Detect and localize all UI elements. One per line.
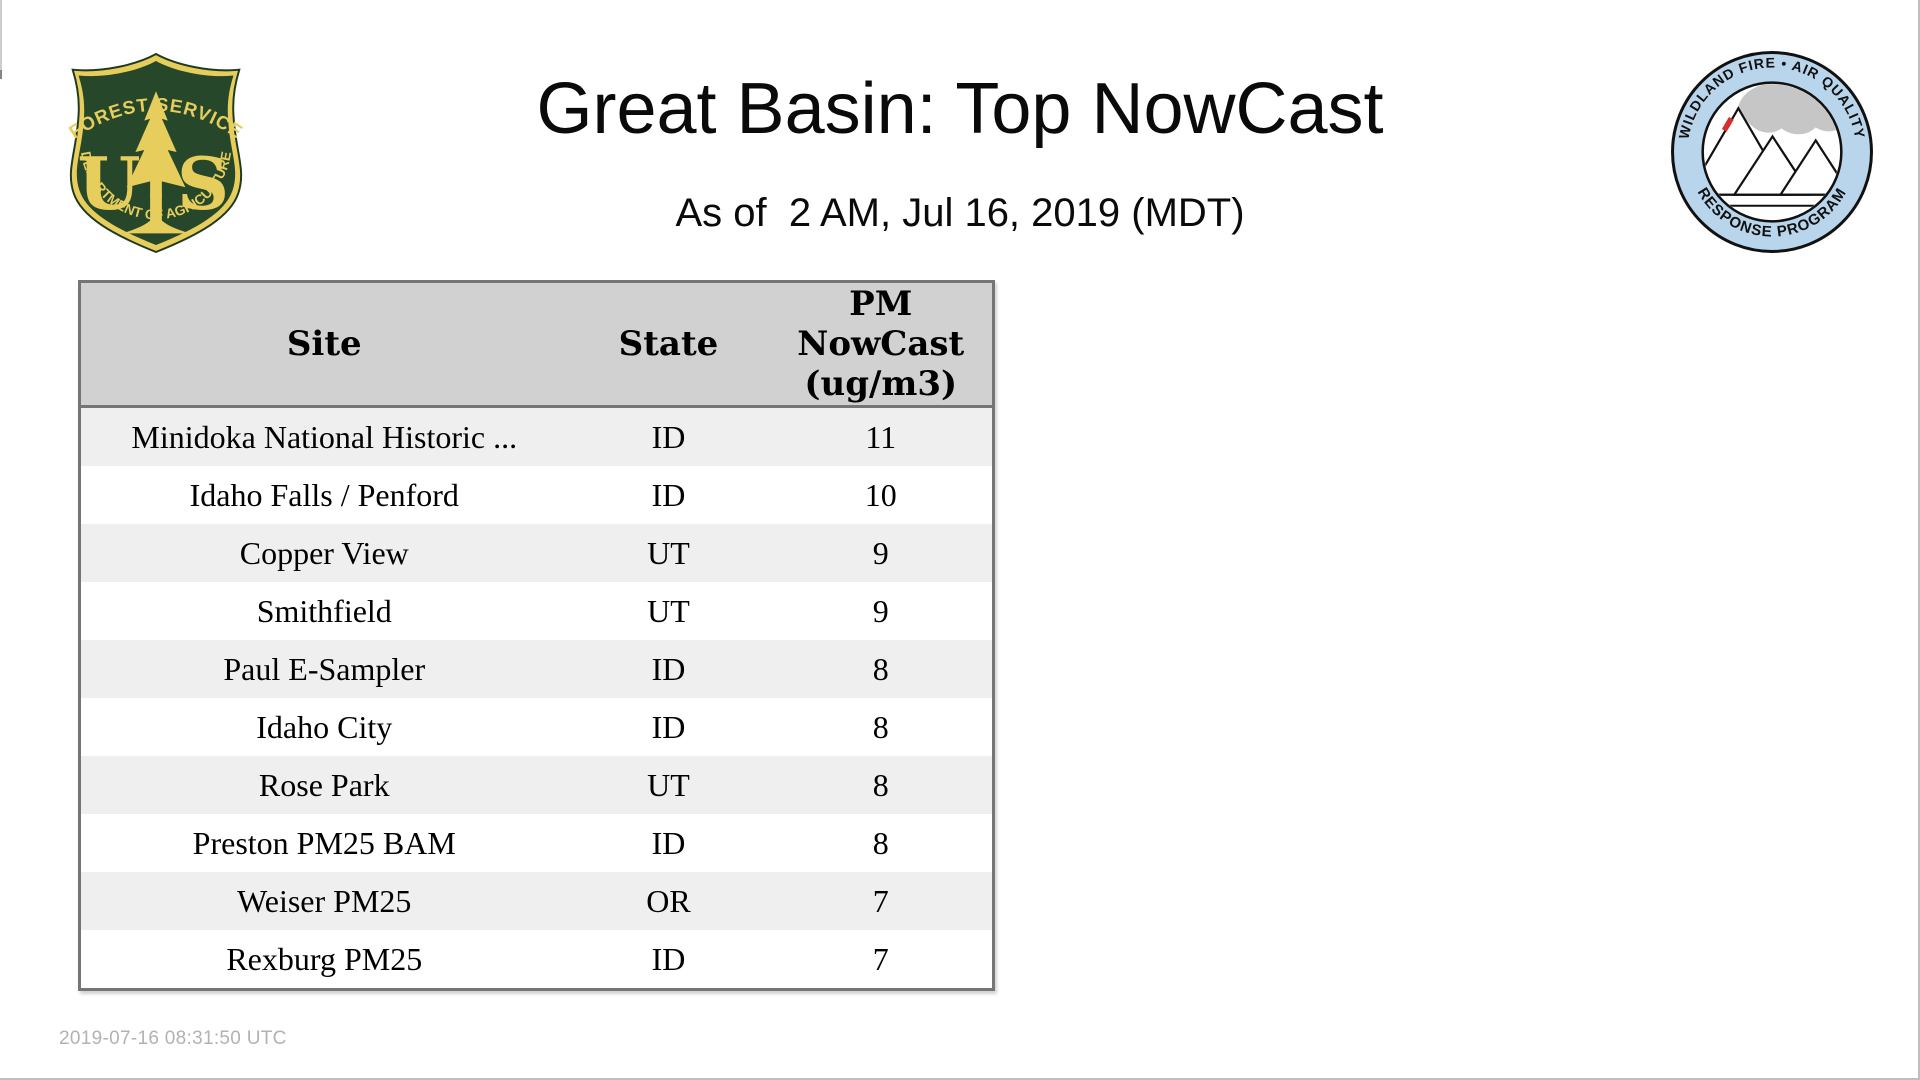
- table-row: Copper View UT 9: [79, 524, 994, 582]
- window-edge-bottom: [0, 1078, 1920, 1080]
- nowcast-table: Site State PM NowCast (ug/m3) Minidoka N…: [78, 280, 995, 991]
- table-row: Minidoka National Historic ... ID 11: [79, 406, 994, 466]
- state-cell: ID: [651, 650, 686, 687]
- value-cell: 9: [872, 592, 889, 629]
- value-cell: 7: [872, 882, 889, 919]
- state-cell: UT: [647, 534, 690, 571]
- pine-tree-icon: [126, 91, 186, 198]
- site-cell: Rose Park: [258, 766, 390, 803]
- table-header-row: Site State PM NowCast (ug/m3): [79, 281, 994, 408]
- site-cell: Idaho Falls / Penford: [189, 476, 459, 513]
- forest-service-logo-icon: FOREST SERVICE U S DEPARTMENT OF AGRICUL…: [65, 52, 246, 254]
- state-cell: UT: [647, 592, 690, 629]
- site-cell: Copper View: [239, 534, 409, 571]
- window-edge-right: [1918, 0, 1920, 1080]
- table-row: Preston PM25 BAM ID 8: [79, 814, 994, 872]
- pine-tree-trunk: [122, 193, 190, 234]
- page-title: Great Basin: Top NowCast: [536, 69, 1384, 149]
- window-edge-artifact-tip: [0, 70, 2, 79]
- site-cell: Smithfield: [256, 592, 392, 629]
- value-cell: 8: [872, 824, 889, 861]
- fire-streak-icon: [1721, 116, 1734, 132]
- column-header-state: State: [567, 281, 770, 408]
- table-row: Smithfield UT 9: [79, 582, 994, 640]
- window-edge-artifact-top: [0, 0, 2, 70]
- state-cell: ID: [651, 476, 686, 513]
- wildland-fire-air-quality-logo-icon: WILDLAND FIRE • AIR QUALITY RESPONSE PRO…: [1671, 51, 1873, 253]
- site-cell: Paul E-Sampler: [223, 650, 426, 687]
- site-cell: Idaho City: [256, 708, 393, 745]
- inner-circle-outline: [1701, 81, 1843, 223]
- table-row: Paul E-Sampler ID 8: [79, 640, 994, 698]
- page-subtitle: As of 2 AM, Jul 16, 2019 (MDT): [675, 191, 1245, 235]
- state-cell: UT: [647, 766, 690, 803]
- site-cell: Weiser PM25: [237, 882, 412, 919]
- state-cell: ID: [651, 708, 686, 745]
- value-cell: 10: [864, 476, 897, 513]
- site-cell: Minidoka National Historic ...: [131, 418, 518, 455]
- state-cell: ID: [651, 940, 686, 977]
- site-cell: Rexburg PM25: [226, 940, 423, 977]
- table-row: Rexburg PM25 ID 7: [79, 930, 994, 990]
- state-cell: OR: [646, 882, 691, 919]
- state-cell: ID: [651, 824, 686, 861]
- value-cell: 8: [872, 708, 889, 745]
- value-cell: 8: [872, 766, 889, 803]
- monogram-s: S: [177, 142, 229, 227]
- state-cell: ID: [651, 418, 686, 455]
- table-row: Idaho Falls / Penford ID 10: [79, 466, 994, 524]
- table-row: Weiser PM25 OR 7: [79, 872, 994, 930]
- value-cell: 7: [872, 940, 889, 977]
- value-cell: 11: [865, 418, 897, 455]
- table-row: Idaho City ID 8: [79, 698, 994, 756]
- column-header-site: Site: [79, 281, 568, 408]
- table-row: Rose Park UT 8: [79, 756, 994, 814]
- generated-timestamp: 2019-07-16 08:31:50 UTC: [59, 1028, 287, 1049]
- site-cell: Preston PM25 BAM: [192, 824, 456, 861]
- column-header-pm-nowcast: PM NowCast (ug/m3): [769, 281, 994, 408]
- value-cell: 8: [872, 650, 889, 687]
- value-cell: 9: [872, 534, 889, 571]
